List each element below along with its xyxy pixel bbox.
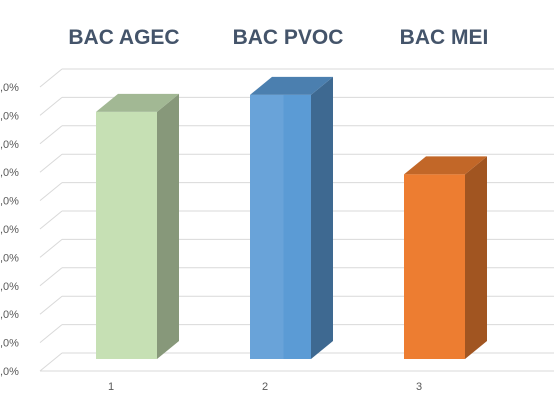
gridline-side: [39, 97, 63, 116]
bar-2: [250, 76, 333, 359]
gridline-side: [39, 324, 63, 343]
gridline-side: [39, 153, 63, 173]
y-tick-label: ,0%: [0, 338, 19, 350]
x-category-label: 1: [108, 381, 114, 393]
y-tick-label: ,0%: [0, 82, 19, 94]
bar-side-face: [157, 93, 179, 360]
bar-title: BAC MEI: [400, 26, 489, 49]
x-category-label: 2: [262, 381, 268, 393]
y-tick-label: ,0%: [0, 167, 19, 179]
gridline-side: [39, 125, 63, 145]
y-tick-label: ,0%: [0, 139, 19, 151]
y-tick-label: ,0%: [0, 110, 19, 122]
bar-title: BAC AGEC: [68, 26, 179, 49]
gridline-side: [39, 239, 63, 258]
x-axis-categories: 1 2 3: [108, 381, 422, 393]
bar-highlight: [250, 94, 284, 359]
bar-front-face: [404, 174, 465, 359]
bar-top-face: [404, 156, 487, 175]
y-axis-ticks: ,0% ,0% ,0% ,0% ,0% ,0% ,0% ,0% ,0% ,0% ,0%: [0, 82, 19, 378]
bar-front-face: [250, 94, 311, 359]
bar-series: [96, 76, 487, 360]
gridline-side: [39, 295, 63, 315]
y-tick-label: ,0%: [0, 196, 19, 208]
gridline-side: [39, 210, 63, 230]
bar-side-face: [465, 156, 487, 359]
gridline-side: [39, 352, 63, 372]
bar-top-face: [250, 76, 333, 95]
bar-1: [96, 93, 179, 360]
gridline-side: [39, 68, 63, 88]
bar-top-face: [96, 93, 179, 112]
series-titles: BAC AGEC BAC PVOC BAC MEI: [68, 26, 488, 49]
y-tick-label: ,0%: [0, 252, 19, 264]
y-tick-label: ,0%: [0, 281, 19, 293]
x-category-label: 3: [416, 381, 422, 393]
y-tick-label: ,0%: [0, 309, 19, 321]
bar-front-face: [96, 111, 157, 359]
bar-side-face: [311, 76, 333, 359]
y-tick-label: ,0%: [0, 224, 19, 236]
gridline-side: [39, 267, 63, 287]
gridline-side: [39, 182, 63, 201]
bar-3: [404, 156, 487, 359]
bar-title: BAC PVOC: [233, 26, 344, 49]
y-tick-label: ,0%: [0, 366, 19, 378]
